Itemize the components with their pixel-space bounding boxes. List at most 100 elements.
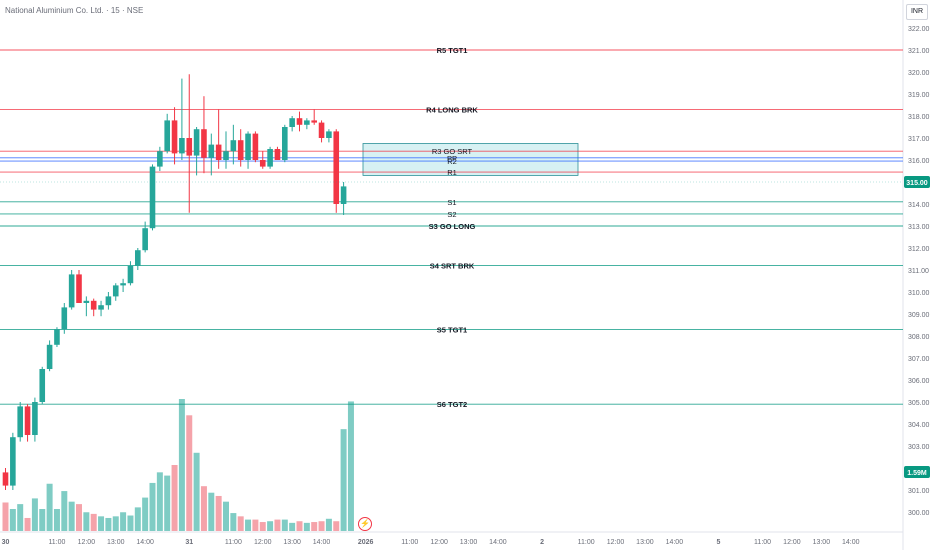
volume-bar <box>17 504 24 531</box>
candle-body <box>311 120 317 123</box>
candle-body <box>10 437 16 486</box>
volume-bar <box>142 497 149 531</box>
price-tick-label: 304.00 <box>908 422 930 429</box>
candle-body <box>98 305 104 310</box>
volume-bar <box>303 522 310 531</box>
candle-body <box>201 129 207 158</box>
time-tick-label: 12:00 <box>430 539 448 546</box>
candle-body <box>90 300 97 310</box>
candle-body <box>282 127 288 160</box>
time-tick-label: 11:00 <box>401 539 418 546</box>
bolt-icon[interactable]: ⚡ <box>358 517 372 531</box>
time-tick-label: 12:00 <box>78 539 96 546</box>
candle-body <box>296 118 303 125</box>
volume-bar <box>193 452 200 531</box>
time-tick-label: 13:00 <box>813 539 831 546</box>
time-tick-label: 11:00 <box>754 539 771 546</box>
time-tick-label: 30 <box>2 539 10 546</box>
time-tick-label: 13:00 <box>283 539 301 546</box>
level-label: S6 TGT2 <box>437 400 467 409</box>
candle-body <box>252 133 259 160</box>
price-tick-label: 305.00 <box>908 400 930 407</box>
candle-body <box>274 149 281 160</box>
price-tick-label: 322.00 <box>908 26 930 33</box>
volume-bar <box>83 512 90 531</box>
candle-body <box>157 151 163 167</box>
candle-body <box>340 186 347 204</box>
candle-body <box>171 120 178 154</box>
level-label: R2 <box>447 157 457 166</box>
price-tick-label: 319.00 <box>908 92 930 99</box>
volume-bar <box>61 491 68 531</box>
time-tick-label: 13:00 <box>107 539 125 546</box>
last-price-label: 315.00 <box>906 180 928 187</box>
level-label: R5 TGT1 <box>437 46 468 55</box>
volume-bar <box>2 502 9 531</box>
price-tick-label: 309.00 <box>908 312 930 319</box>
volume-bar <box>98 516 105 531</box>
currency-button[interactable]: INR <box>906 4 928 20</box>
volume-bar <box>186 415 193 531</box>
candle-body <box>193 129 200 156</box>
price-tick-label: 320.00 <box>908 70 930 77</box>
price-tick-label: 313.00 <box>908 224 930 231</box>
level-label: PP <box>447 154 457 163</box>
time-tick-label: 11:00 <box>225 539 242 546</box>
price-tick-label: 307.00 <box>908 356 930 363</box>
candle-body <box>39 369 46 402</box>
volume-bar <box>9 509 16 531</box>
candle-body <box>164 120 170 152</box>
candle-body <box>289 118 295 127</box>
time-tick-label: 2 <box>540 539 544 546</box>
volume-bar <box>237 516 244 531</box>
candle-body <box>127 265 134 284</box>
candle-body <box>318 122 325 138</box>
time-tick-label: 31 <box>185 539 193 546</box>
candle-body <box>304 120 310 125</box>
last-price-tag <box>904 176 930 188</box>
candle-body <box>326 131 332 138</box>
volume-bar <box>76 504 82 531</box>
candle-body <box>54 329 60 345</box>
symbol-title: National Aluminium Co. Ltd. · 15 · NSE <box>5 6 144 15</box>
time-tick-label: 12:00 <box>254 539 272 546</box>
time-tick-label: 12:00 <box>607 539 625 546</box>
volume-bar <box>289 522 296 531</box>
price-tick-label: 300.00 <box>908 510 930 517</box>
level-label: S3 GO LONG <box>429 222 476 231</box>
candle-body <box>2 472 9 486</box>
candle-body <box>215 144 222 160</box>
level-label: S4 SRT BRK <box>430 262 475 271</box>
candle-body <box>105 296 112 306</box>
level-label: S1 <box>447 198 456 207</box>
volume-bar <box>347 401 354 531</box>
candle-body <box>83 300 90 303</box>
volume-bar <box>178 399 185 531</box>
volume-bar <box>127 515 134 531</box>
price-tick-label: 301.00 <box>908 488 930 495</box>
candle-body <box>76 274 82 303</box>
volume-bar <box>318 521 325 531</box>
time-tick-label: 14:00 <box>666 539 684 546</box>
candle-body <box>208 144 215 158</box>
volume-bar <box>340 429 347 531</box>
volume-bar <box>200 486 207 531</box>
volume-bar <box>281 519 288 531</box>
candle-body <box>142 228 148 251</box>
volume-bar <box>120 512 127 531</box>
volume-bar <box>274 519 281 531</box>
candle-body <box>245 133 251 160</box>
volume-bar <box>267 521 274 531</box>
level-label: R3 GO SRT <box>432 147 473 156</box>
volume-bar <box>296 521 303 531</box>
volume-bar <box>39 509 46 531</box>
candle-body <box>112 285 119 297</box>
candle-body <box>179 138 185 154</box>
volume-bar <box>311 522 318 531</box>
candle-body <box>259 160 266 167</box>
price-tick-label: 318.00 <box>908 114 930 121</box>
volume-bar <box>245 519 252 531</box>
time-tick-label: 13:00 <box>460 539 478 546</box>
candle-body <box>149 166 156 229</box>
